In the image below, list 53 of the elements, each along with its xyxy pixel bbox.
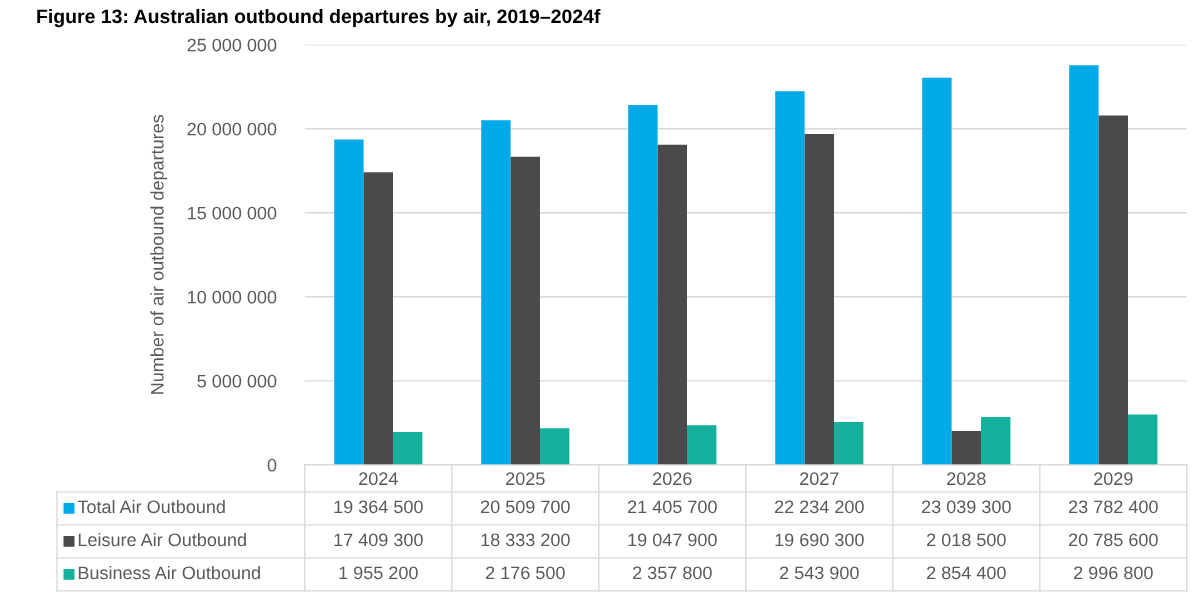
data-label: 23 039 300: [922, 500, 1011, 514]
bar: [334, 139, 364, 465]
bar: [1098, 115, 1128, 465]
bar: [510, 156, 540, 465]
chart-title: Figure 13: Australian outbound departures by air, 2019–2024f: [37, 8, 601, 28]
bar: [922, 77, 952, 465]
x-tick-label: 2029: [1094, 472, 1133, 486]
data-label: 19 364 500: [334, 500, 423, 514]
bar: [804, 133, 834, 465]
bar: [1128, 414, 1158, 465]
data-label: 2 996 800: [1074, 566, 1153, 580]
data-label: 20 509 700: [481, 500, 570, 514]
data-label: 22 234 200: [775, 500, 864, 514]
data-label: 2 176 500: [486, 566, 565, 580]
data-label: 19 690 300: [775, 533, 864, 547]
bar: [981, 416, 1011, 465]
legend-label: Leisure Air Outbound: [78, 532, 246, 547]
bar: [1069, 65, 1099, 465]
data-label: 2 018 500: [927, 533, 1006, 547]
data-label: 1 955 200: [339, 566, 418, 580]
bar: [834, 422, 864, 465]
y-tick-label: 20 000 000: [187, 122, 277, 136]
data-label: 19 047 900: [628, 533, 717, 547]
y-tick-label: 15 000 000: [188, 206, 277, 220]
x-tick-label: 2028: [947, 472, 986, 486]
x-tick-label: 2025: [506, 472, 545, 486]
data-label: 2 854 400: [927, 566, 1006, 580]
bar: [657, 144, 687, 465]
data-label: 21 405 700: [628, 500, 717, 514]
x-tick-label: 2026: [653, 472, 692, 486]
data-label: 23 782 400: [1069, 500, 1158, 514]
bar: [775, 91, 805, 465]
data-label: 17 409 300: [334, 533, 423, 547]
bar: [540, 428, 570, 465]
y-tick-label: 25 000 000: [187, 38, 277, 52]
bar: [687, 425, 717, 465]
bar: [393, 432, 423, 465]
data-label: 20 785 600: [1069, 533, 1158, 547]
x-tick-label: 2027: [800, 472, 839, 486]
data-label: 2 357 800: [633, 566, 712, 580]
legend-label: Total Air Outbound: [77, 499, 225, 514]
data-label: 2 543 900: [780, 566, 859, 580]
legend-label: Business Air Outbound: [78, 565, 260, 580]
y-tick-label: 5 000 000: [197, 374, 277, 388]
bar: [951, 430, 981, 465]
bar: [363, 172, 393, 465]
bar: [628, 105, 658, 465]
y-tick-label: 10 000 000: [188, 290, 277, 304]
y-tick-label: 0: [267, 458, 277, 472]
y-axis-title: Number of air outbound departures: [150, 114, 168, 394]
bar: [481, 120, 511, 465]
x-tick-label: 2024: [359, 472, 398, 486]
data-label: 18 333 200: [481, 533, 570, 547]
